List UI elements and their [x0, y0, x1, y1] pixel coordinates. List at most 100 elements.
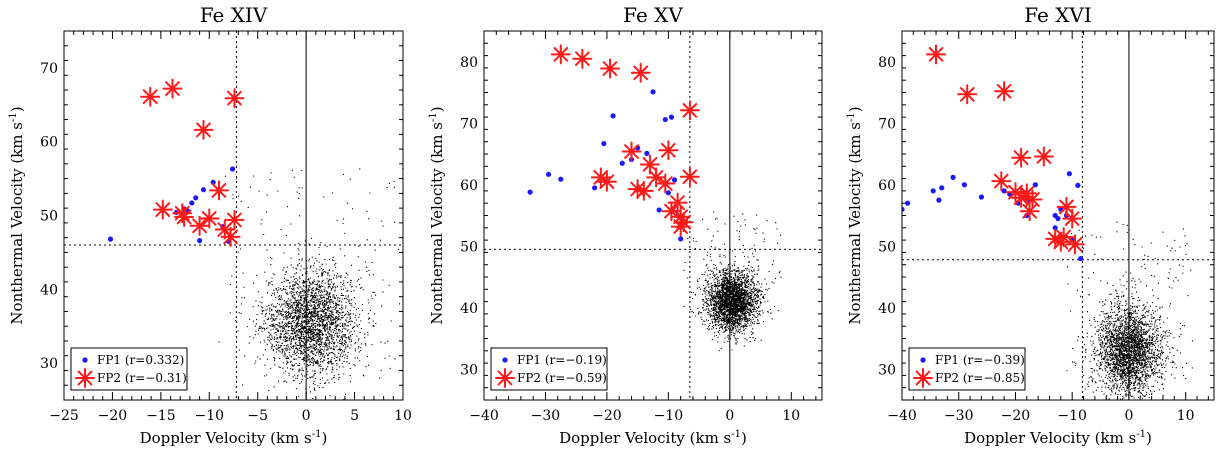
legend-fp1-marker: [920, 357, 926, 363]
fp2-point: [162, 78, 183, 99]
fp1-point: [662, 116, 668, 123]
y-axis-label-text: Nonthermal Velocity (km s: [8, 122, 26, 325]
x-axis-label-close: ): [1146, 429, 1152, 447]
x-axis-label-sup: -1: [1136, 429, 1146, 440]
fp2-point: [957, 84, 978, 105]
fp1-point: [200, 187, 207, 193]
legend-label-fp2: FP2 (r=−0.59): [517, 371, 607, 385]
y-tick-label: 30: [40, 356, 58, 372]
fp2-point: [220, 226, 241, 247]
fp2-point: [224, 88, 245, 109]
series-fp1: [527, 89, 684, 242]
series-fp2: [926, 44, 1085, 255]
y-axis-label-close: ): [428, 106, 446, 112]
background-points: [1066, 221, 1193, 400]
plot-area: [902, 31, 1214, 400]
x-tick-label: 0: [1124, 408, 1133, 424]
fp2-point: [140, 86, 161, 107]
x-tick-label: 10: [782, 408, 800, 424]
x-axis-label: Doppler Velocity (km s-1): [140, 429, 328, 447]
fp2-point: [658, 140, 679, 161]
fp2-point: [199, 208, 220, 229]
x-tick-label: 5: [350, 408, 359, 424]
x-tick-label: −5: [247, 408, 268, 424]
plot-area: [64, 31, 403, 400]
fp2-point: [991, 171, 1012, 192]
y-tick-label: 60: [40, 135, 58, 151]
fp1-point: [978, 194, 985, 200]
fp2-point: [152, 199, 173, 220]
x-tick-label: −20: [1001, 408, 1031, 424]
fp2-point: [600, 58, 620, 79]
x-tick-label: 0: [302, 408, 311, 424]
fp1-point: [678, 236, 684, 242]
fp2-point: [639, 154, 660, 175]
y-tick-label: 70: [40, 61, 58, 77]
fp1-point: [671, 177, 678, 183]
fp2-point: [661, 201, 682, 222]
fp2-point: [172, 203, 193, 224]
fp2-point: [1019, 201, 1040, 222]
fp1-point: [601, 140, 607, 147]
fp1-point: [193, 195, 199, 201]
fp2-point: [1022, 189, 1043, 210]
fp2-point: [646, 167, 667, 188]
y-tick-label: 50: [40, 209, 58, 225]
fp2-point: [667, 192, 688, 213]
y-axis-label-sup: -1: [8, 112, 19, 122]
x-tick-label: −20: [98, 408, 128, 424]
fp1-point: [229, 166, 236, 172]
plot-frame: [901, 30, 1215, 401]
fp1-point: [1075, 182, 1081, 188]
fp1-point: [610, 113, 616, 119]
y-axis-label-close: ): [8, 106, 26, 112]
x-tick-label: −40: [469, 408, 499, 424]
legend-fp1-marker: [502, 357, 508, 363]
fp1-point: [939, 185, 945, 191]
x-tick-label: −10: [195, 408, 225, 424]
x-tick-label: −30: [531, 408, 561, 424]
fp1-point: [668, 114, 675, 120]
fp1-point: [592, 185, 598, 191]
fp2-point: [590, 167, 611, 188]
fp1-point: [905, 200, 911, 206]
fp2-point: [1045, 228, 1066, 249]
y-tick-label: 40: [460, 301, 478, 317]
x-tick-label: −10: [1057, 408, 1087, 424]
fp1-point: [961, 182, 968, 188]
fp2-point: [596, 171, 617, 192]
panel-fe-xvi: −40 −30 −20 −10 0 10 30 40 50 60 70 80 Fe XVI Doppler…: [846, 3, 1215, 447]
y-tick-label: 30: [460, 362, 478, 378]
x-axis-label-text: Doppler Velocity (km s: [140, 429, 312, 447]
series-fp2: [140, 78, 245, 247]
plot-frame: [483, 30, 823, 401]
fp2-point: [633, 180, 654, 201]
fp2-point: [174, 207, 195, 227]
y-axis-label: Nonthermal Velocity (km s-1): [428, 106, 446, 324]
fp1-point: [1052, 225, 1058, 231]
fp1-point: [650, 89, 656, 95]
fp2-point: [627, 179, 648, 200]
y-tick-label: 40: [878, 301, 896, 317]
x-tick-label: −30: [944, 408, 974, 424]
background-points: [218, 167, 403, 400]
fp2-point: [926, 44, 946, 65]
fp1-point: [107, 236, 114, 242]
y-tick-label: 60: [460, 178, 478, 194]
x-axis-label: Doppler Velocity (km s-1): [964, 429, 1152, 447]
y-axis-label-text: Nonthermal Velocity (km s: [428, 122, 446, 325]
background-points: [683, 211, 782, 352]
chart-title: Fe XV: [623, 3, 683, 27]
legend: FP1 (r=−0.39) FP2 (r=−0.85): [908, 347, 1026, 391]
fp1-point: [197, 237, 203, 244]
legend: FP1 (r=−0.19) FP2 (r=−0.59): [490, 347, 608, 391]
legend-label-fp2: FP2 (r=−0.31): [97, 371, 187, 385]
y-axis-label-text: Nonthermal Velocity (km s: [846, 122, 864, 325]
x-axis-label-text: Doppler Velocity (km s: [559, 429, 731, 447]
fp1-point: [189, 200, 195, 206]
y-tick-label: 50: [460, 239, 478, 255]
y-axis-label: Nonthermal Velocity (km s-1): [846, 106, 864, 324]
y-axis-label: Nonthermal Velocity (km s-1): [8, 106, 26, 324]
x-tick-label: −25: [49, 408, 79, 424]
fp2-point: [550, 44, 571, 65]
